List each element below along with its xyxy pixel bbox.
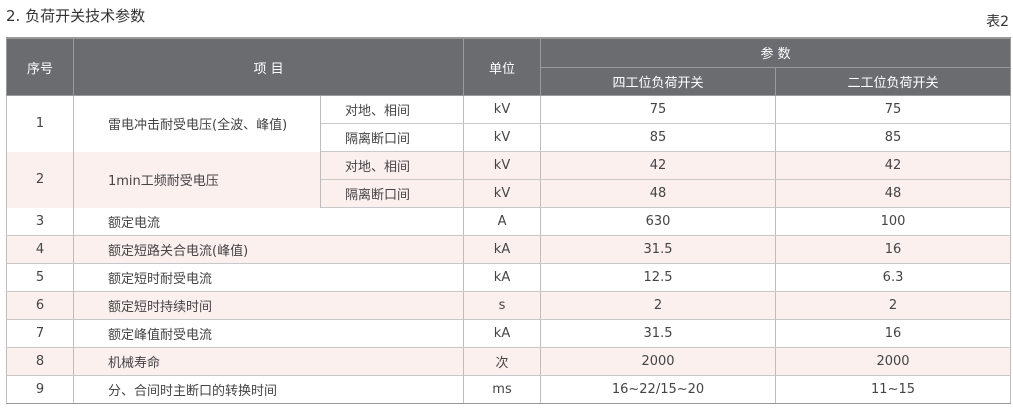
- two-cell: 2: [775, 291, 1012, 320]
- section-title: 2. 负荷开关技术参数: [6, 7, 146, 25]
- item-cell: 额定短时耐受电流: [72, 263, 465, 292]
- four-cell: 48: [540, 179, 777, 208]
- item-cell: 雷电冲击耐受电压(全波、峰值): [73, 95, 321, 152]
- table-row: 9 分、合间时主断口的转换时间 ms 16~22/15~20 11~15: [6, 375, 1012, 404]
- two-cell: 42: [775, 151, 1012, 180]
- four-cell: 2000: [540, 347, 777, 376]
- no-cell: 5: [6, 263, 74, 292]
- two-cell: 100: [775, 207, 1012, 236]
- table-row: 1 雷电冲击耐受电压(全波、峰值) 对地、相间 kV 75 75: [6, 95, 1012, 152]
- unit-cell: kV: [463, 123, 542, 152]
- four-cell: 31.5: [540, 319, 777, 348]
- header-item: 项 目: [72, 37, 465, 96]
- no-cell: 7: [6, 319, 74, 348]
- two-cell: 16: [775, 319, 1012, 348]
- item-cell: 1min工频耐受电压: [73, 151, 321, 208]
- unit-cell: s: [463, 291, 542, 320]
- unit-cell: kA: [463, 263, 542, 292]
- header-four-position: 四工位负荷开关: [540, 66, 777, 96]
- table-row: 隔离断口间 kV 48 48: [7, 179, 1012, 208]
- item-cell: 额定峰值耐受电流: [72, 319, 465, 348]
- four-cell: 2: [540, 291, 777, 320]
- label-cell: 对地、相间: [319, 151, 465, 180]
- two-cell: 16: [775, 235, 1012, 264]
- unit-cell: kV: [463, 151, 542, 180]
- four-cell: 12.5: [540, 263, 777, 292]
- table-row: 隔离断口间 kV 85 85: [7, 123, 1012, 152]
- header-no: 序号: [6, 37, 74, 96]
- no-cell: 1: [6, 95, 74, 152]
- label-cell: 隔离断口间: [319, 123, 465, 152]
- unit-cell: A: [463, 207, 542, 236]
- header-unit: 单位: [463, 37, 542, 96]
- no-cell: 2: [6, 151, 74, 208]
- unit-cell: kV: [463, 95, 542, 124]
- item-cell: 机械寿命: [72, 347, 465, 376]
- two-cell: 6.3: [775, 263, 1012, 292]
- item-cell: 额定短路关合电流(峰值): [72, 235, 465, 264]
- table-row: 6 额定短时持续时间 s 2 2: [6, 291, 1012, 320]
- no-cell: 9: [6, 375, 74, 404]
- table-number: 表2: [986, 14, 1009, 30]
- table-row: 8 机械寿命次 2000 2000: [6, 347, 1012, 376]
- four-cell: 75: [540, 95, 777, 124]
- unit-cell: kA: [463, 235, 542, 264]
- unit-cell: 次: [463, 347, 542, 376]
- no-cell: 8: [6, 347, 74, 376]
- item-cell: 分、合间时主断口的转换时间: [72, 375, 465, 404]
- item-cell: 额定电流: [72, 207, 465, 236]
- two-cell: 75: [775, 95, 1012, 124]
- four-cell: 31.5: [540, 235, 777, 264]
- no-cell: 3: [6, 207, 74, 236]
- two-cell: 85: [775, 123, 1012, 152]
- two-cell: 48: [775, 179, 1012, 208]
- unit-cell: ms: [463, 375, 542, 404]
- table-row: 5 额定短时耐受电流 kA 12.5 6.3: [6, 263, 1012, 292]
- table-row: 2 1min工频耐受电压 对地、相间 kV 42 42: [6, 151, 1012, 208]
- header-two-position: 二工位负荷开关: [775, 66, 1012, 96]
- two-cell: 2000: [775, 347, 1012, 376]
- unit-cell: kA: [463, 319, 542, 348]
- four-cell: 16~22/15~20: [540, 375, 777, 404]
- table-row: 7 额定峰值耐受电流 kA 31.5 16: [6, 319, 1012, 348]
- four-cell: 85: [540, 123, 777, 152]
- label-cell: 隔离断口间: [319, 179, 465, 208]
- table-row: 3 额定电流 A 630 100: [6, 207, 1012, 236]
- four-cell: 630: [540, 207, 777, 236]
- parameters-table: 序号 项 目 单位 参 数 四工位负荷开关 二工位负荷开关 1 雷电冲击耐受电压(…: [6, 37, 1012, 404]
- header-params: 参 数: [540, 37, 1012, 68]
- no-cell: 6: [6, 291, 74, 320]
- two-cell: 11~15: [775, 375, 1012, 404]
- table-row: 4 额定短路关合电流(峰值) kA 31.5 16: [6, 235, 1012, 264]
- label-cell: 对地、相间: [319, 95, 465, 124]
- four-cell: 42: [540, 151, 777, 180]
- unit-cell: kV: [463, 179, 542, 208]
- no-cell: 4: [6, 235, 74, 264]
- item-cell: 额定短时持续时间: [72, 291, 465, 320]
